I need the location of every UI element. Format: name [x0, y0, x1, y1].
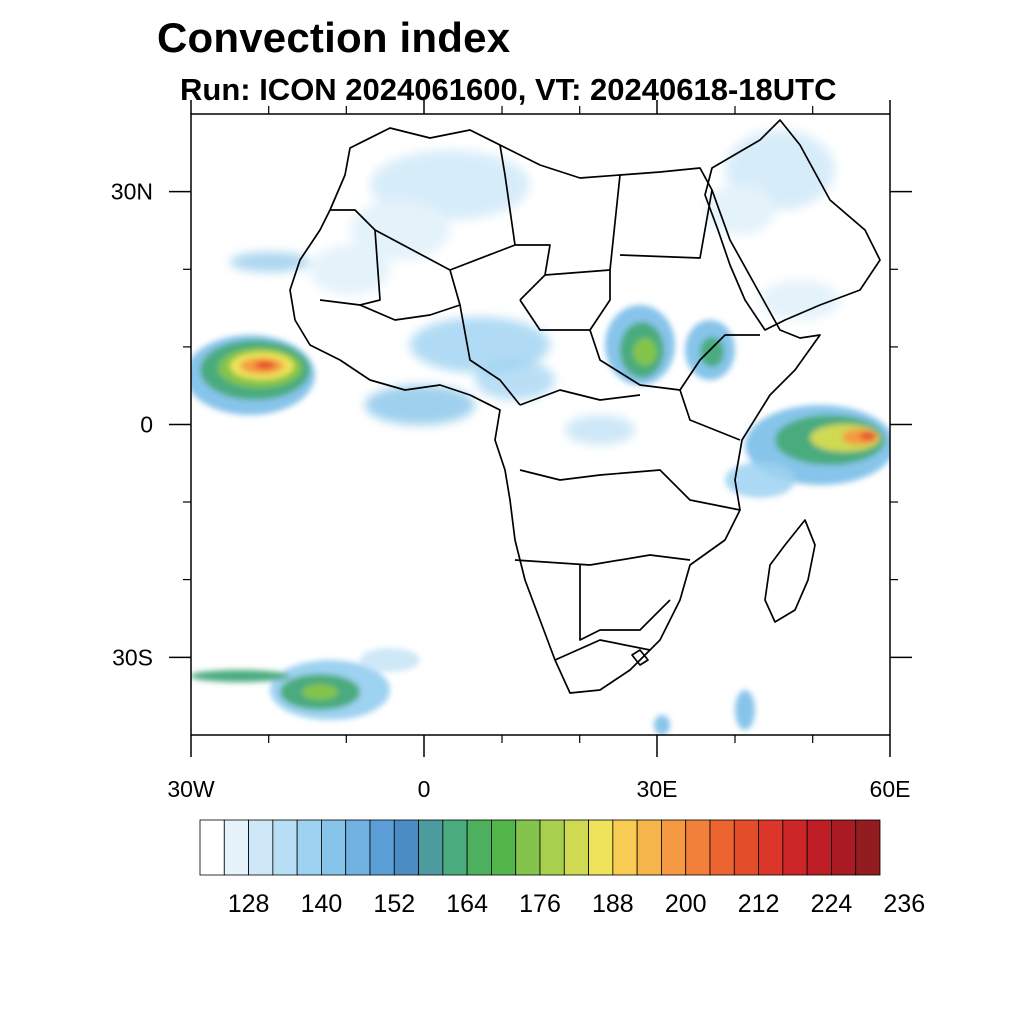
coastlines — [289, 119, 881, 694]
chart-subtitle: Run: ICON 2024061600, VT: 20240618-18UTC — [180, 72, 837, 107]
colorbar-label: 224 — [811, 890, 853, 918]
colorbar-label: 152 — [373, 890, 415, 918]
colorbar-swatch — [466, 819, 492, 876]
colorbar-swatch — [199, 819, 225, 876]
lon-tick-label: 30W — [167, 776, 215, 802]
colorbar-swatch — [369, 819, 395, 876]
chart-title: Convection index — [157, 14, 511, 61]
colorbar-swatch — [248, 819, 274, 876]
latitude-axis: 30N 0 30S — [111, 179, 912, 670]
colorbar-swatch — [709, 819, 735, 876]
lat-tick-label: 30S — [112, 644, 153, 670]
colorbar-swatch — [661, 819, 687, 876]
sahara-patches — [310, 130, 840, 320]
colorbar-label: 236 — [883, 890, 925, 918]
atlantic-itcz — [191, 335, 315, 415]
lon-tick-label: 0 — [418, 776, 431, 802]
colorbar-swatch — [831, 819, 857, 876]
colorbar-swatch — [223, 819, 249, 876]
southern-patches — [654, 690, 755, 735]
lat-tick-label: 30N — [111, 179, 153, 205]
colorbar-swatch — [685, 819, 711, 876]
convection-field — [191, 130, 890, 735]
colorbar-swatch — [636, 819, 662, 876]
colorbar-swatch — [296, 819, 322, 876]
colorbar-label: 212 — [738, 890, 780, 918]
sahel-band — [230, 252, 635, 445]
colorbar-labels: 128 140 152 164 176 188 200 212 224 236 — [228, 890, 925, 918]
colorbar-swatch — [345, 819, 371, 876]
colorbar-label: 140 — [301, 890, 343, 918]
colorbar-swatch — [418, 819, 444, 876]
colorbar-swatch — [515, 819, 541, 876]
longitude-axis: 30W 0 30E 60E — [167, 100, 910, 802]
colorbar-label: 128 — [228, 890, 270, 918]
colorbar-swatch — [588, 819, 614, 876]
lat-tick-label: 0 — [140, 412, 153, 438]
lon-tick-label: 30E — [637, 776, 678, 802]
colorbar-swatch — [806, 819, 832, 876]
colorbar — [199, 819, 881, 876]
colorbar-swatch — [563, 819, 589, 876]
colorbar-swatch — [393, 819, 419, 876]
colorbar-swatch — [782, 819, 808, 876]
colorbar-label: 188 — [592, 890, 634, 918]
indian-ocean-system — [725, 405, 890, 498]
colorbar-swatch — [539, 819, 565, 876]
colorbar-swatch — [612, 819, 638, 876]
colorbar-swatch — [321, 819, 347, 876]
colorbar-label: 164 — [446, 890, 488, 918]
colorbar-swatch — [491, 819, 517, 876]
minor-ticks — [183, 106, 898, 743]
colorbar-label: 176 — [519, 890, 561, 918]
colorbar-swatch — [442, 819, 468, 876]
colorbar-swatch — [855, 819, 881, 876]
colorbar-swatch — [733, 819, 759, 876]
south-atlantic-system — [191, 648, 420, 720]
colorbar-label: 200 — [665, 890, 707, 918]
lon-tick-label: 60E — [870, 776, 911, 802]
colorbar-swatch — [758, 819, 784, 876]
colorbar-swatch — [272, 819, 298, 876]
